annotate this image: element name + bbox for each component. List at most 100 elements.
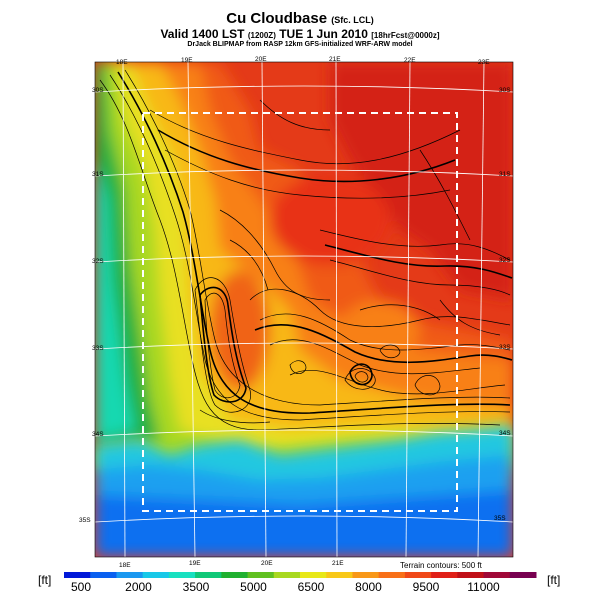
colorbar-tick-label: 3500 <box>183 580 210 594</box>
contour-major <box>254 323 513 364</box>
contour-major <box>199 286 247 403</box>
contour-line <box>99 79 501 431</box>
contour-major <box>324 244 513 279</box>
lon-label: 21E <box>332 560 344 567</box>
contour-line <box>359 304 441 321</box>
lat-label: 30S <box>92 87 104 94</box>
field-yellow-orange <box>95 62 513 440</box>
lon-label: 22E <box>404 57 416 64</box>
contour-line <box>259 313 511 351</box>
contour-major <box>349 363 373 386</box>
contour-line <box>219 209 331 301</box>
colorbar-swatch <box>195 572 222 578</box>
lat-label: 35S <box>79 517 91 524</box>
field-karoo-patch <box>340 300 420 360</box>
lon-label: 18E <box>116 59 128 66</box>
valid-date: TUE 1 Jun 2010 <box>279 27 368 41</box>
contour-line <box>204 292 241 398</box>
colorbar-swatch <box>378 572 406 578</box>
colorbar-tick-label: 11000 <box>467 580 500 594</box>
field-darkred <box>330 62 513 300</box>
lat-label: 31S <box>499 171 511 178</box>
contour-line <box>109 74 511 421</box>
contour-line <box>249 288 511 327</box>
title-sub: (Sfc. LCL) <box>331 15 374 25</box>
contour-major <box>157 129 456 183</box>
contour-line <box>199 409 271 424</box>
meridian-23E <box>477 62 485 557</box>
contour-line <box>269 339 481 375</box>
lat-label: 32S <box>92 258 104 265</box>
field-mountain-patch <box>210 270 270 390</box>
colorbar-unit-left: [ft] <box>38 573 51 587</box>
contour-line <box>319 229 511 261</box>
meridian-19E <box>187 62 196 557</box>
terrain-note: Terrain contours: 500 ft <box>400 561 483 570</box>
contour-line <box>419 149 471 241</box>
contour-line <box>164 149 451 199</box>
ocean-field <box>95 425 513 557</box>
colorbar-swatch <box>247 572 275 578</box>
meridian-21E <box>335 62 338 557</box>
contour-line <box>229 239 269 291</box>
colorbar-swatch <box>273 572 301 578</box>
field-red-patch <box>270 175 390 265</box>
lon-label: 20E <box>261 560 273 567</box>
colorbar-swatch <box>483 572 511 578</box>
graticule <box>95 62 513 557</box>
lat-label: 31S <box>92 171 104 178</box>
contour-line <box>259 99 331 131</box>
lon-labels-top: 18E 19E 20E 21E 22E 23E <box>116 56 490 66</box>
lat-label: 32S <box>499 257 511 264</box>
contour-line <box>149 109 461 165</box>
meridian-22E <box>405 62 411 557</box>
map-frame <box>94 61 514 558</box>
colorbar-unit-right: [ft] <box>547 573 560 587</box>
cloudbase-field <box>95 62 513 557</box>
colorbar-swatch <box>509 572 537 578</box>
chart-title: Cu Cloudbase (Sfc. LCL) <box>0 10 600 27</box>
lon-label: 23E <box>478 59 490 66</box>
parallel-33S <box>95 342 513 350</box>
colorbar-tick-label: 6500 <box>298 580 325 594</box>
colorbar-tick-label: 9500 <box>413 580 440 594</box>
contour-line <box>289 370 506 395</box>
terrain-contours <box>99 69 511 431</box>
colorbar-swatch <box>116 572 144 578</box>
contour-line <box>439 299 501 336</box>
colorbar-swatch <box>326 572 353 578</box>
contour-line <box>329 259 511 296</box>
parallel-30S <box>95 85 513 93</box>
lat-label: 34S <box>499 430 511 437</box>
lon-label: 20E <box>255 56 267 63</box>
contour-line <box>194 277 251 413</box>
parallel-34S <box>95 429 513 437</box>
field-cyan-green <box>95 160 135 440</box>
contour-line <box>124 69 511 406</box>
lat-label: 34S <box>92 431 104 438</box>
meridian-18E <box>122 62 126 557</box>
colorbar-swatch <box>431 572 458 578</box>
lon-label: 19E <box>189 560 201 567</box>
colorbar-tick-label: 500 <box>71 580 91 594</box>
parallel-35S <box>95 515 513 523</box>
colorbar-swatches <box>64 572 537 578</box>
lat-labels-left: 30S 31S 32S 33S 34S 35S <box>79 87 104 524</box>
contour-line <box>414 375 441 396</box>
lon-label: 18E <box>119 562 131 569</box>
colorbar-tick-label: 2000 <box>125 580 152 594</box>
valid-label: Valid 1400 LST <box>160 27 245 41</box>
colorbar-ticks: 500 2000 3500 5000 6500 8000 9500 11000 <box>71 580 500 594</box>
lat-label: 35S <box>494 515 506 522</box>
valid-code: (1200Z) <box>247 31 276 40</box>
lon-label: 19E <box>181 57 193 64</box>
valid-time: Valid 1400 LST (1200Z) TUE 1 Jun 2010 [1… <box>0 27 600 41</box>
field-blobs <box>95 62 513 470</box>
colorbar-swatch <box>300 572 327 578</box>
contour-major <box>117 71 511 414</box>
inner-domain-box <box>142 112 458 512</box>
colorbar-swatch <box>221 572 249 578</box>
colorbar-swatch <box>404 572 432 578</box>
